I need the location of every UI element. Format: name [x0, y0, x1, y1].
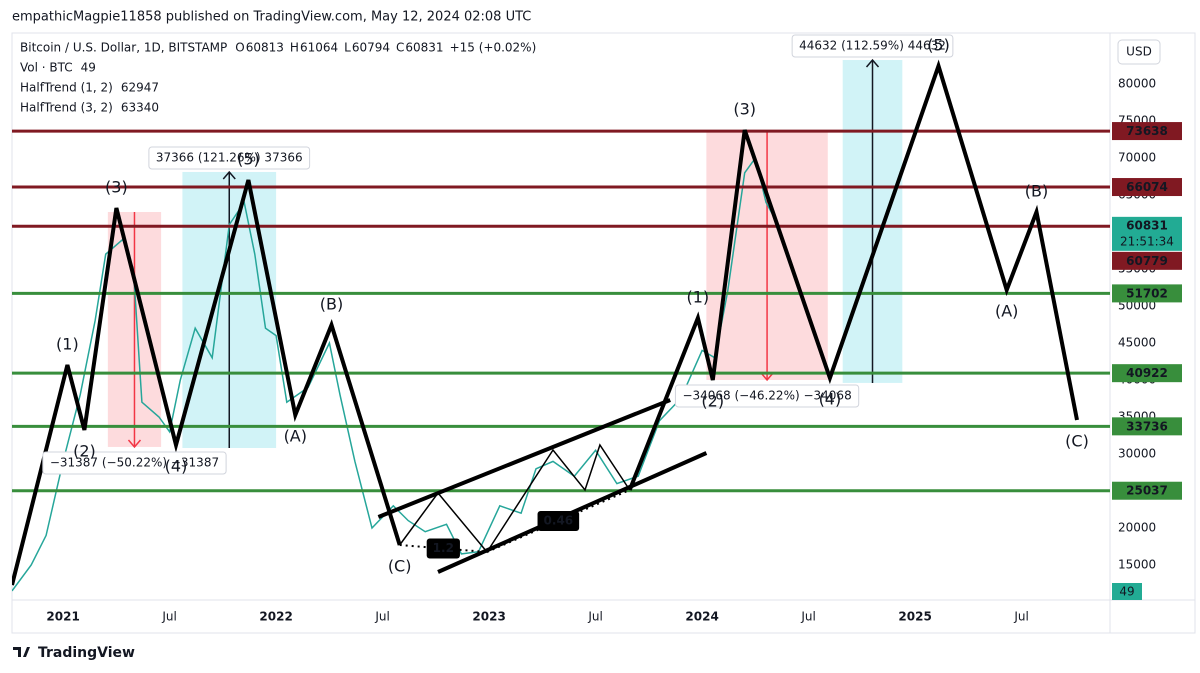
ohlc-value: 60813	[246, 41, 284, 55]
wave-label: (B)	[320, 295, 343, 314]
wave-label: (3)	[105, 178, 128, 197]
y-tick-label: 30000	[1118, 446, 1156, 460]
wave-label: (4)	[819, 389, 842, 408]
x-tick-label: 2022	[259, 610, 292, 624]
countdown: 21:51:34	[1120, 234, 1174, 248]
wave-label: (5)	[237, 149, 260, 168]
volume-box	[1112, 583, 1142, 600]
wave-label: (A)	[995, 302, 1018, 321]
chart-frame	[11, 32, 1196, 634]
level-price-box	[1112, 364, 1182, 383]
ohlc-label: H	[290, 41, 299, 55]
level-price-box	[1112, 481, 1182, 500]
wave-label: (2)	[701, 391, 724, 410]
indicator-name: HalfTrend (1, 2)	[20, 81, 113, 95]
trendline	[486, 489, 631, 553]
level-price-label: 60779	[1126, 254, 1168, 268]
measure-arrowhead	[865, 58, 880, 68]
level-price-box	[1112, 251, 1182, 270]
ohlc-label: O	[235, 41, 244, 55]
measure-arrowhead	[760, 372, 774, 382]
wave-label: (1)	[56, 334, 79, 353]
publisher: empathicMagpie11858 published on Trading…	[12, 10, 531, 25]
measure-label-box	[42, 451, 227, 475]
x-tick-label: Jul	[800, 610, 815, 624]
measure-label: −31387 (−50.22%) −31387	[50, 455, 219, 469]
ratio-label-box	[537, 510, 580, 531]
measure-label: 37366 (121.26%) 37366	[156, 150, 303, 164]
y-tick-label: 70000	[1118, 150, 1156, 164]
wave-label: (A)	[284, 426, 307, 445]
indicator-name: HalfTrend (3, 2)	[20, 101, 113, 115]
wave-label: (2)	[73, 442, 96, 461]
brand: TradingView	[38, 645, 135, 661]
plot-area	[12, 58, 1110, 592]
ohlc-value: 61064	[300, 41, 338, 55]
level-price-box	[1112, 284, 1182, 303]
logo-mark	[13, 647, 30, 657]
wave-line	[627, 59, 1079, 491]
measure-label: −34068 (−46.22%) −34068	[682, 388, 851, 402]
measure-label: 44632 (112.59%) 44632	[799, 39, 946, 53]
symbol-title: Bitcoin / U.S. Dollar, 1D, BITSTAMP	[20, 41, 227, 55]
y-tick-label: 15000	[1118, 557, 1156, 571]
ratio-label: 0.46	[544, 513, 574, 527]
wave-label: (C)	[1065, 431, 1089, 450]
y-tick-label: 45000	[1118, 335, 1156, 349]
measure-label-box	[148, 146, 311, 170]
ohlc-label: L	[344, 41, 351, 55]
trendline	[377, 398, 671, 519]
x-tick-label: 2023	[472, 610, 505, 624]
ratio-label-box	[426, 538, 460, 559]
ohlc-label: C	[396, 41, 404, 55]
currency-button[interactable]	[1117, 39, 1161, 65]
measure-arrowhead	[222, 170, 236, 180]
y-tick-label: 20000	[1118, 520, 1156, 534]
x-tick-label: Jul	[587, 610, 602, 624]
ohlc-value: 60794	[352, 41, 390, 55]
x-tick-label: 2025	[898, 610, 931, 624]
level-price-box	[1112, 122, 1182, 141]
tradingview-logo: TradingView	[13, 645, 135, 661]
wave-label: (5)	[927, 36, 950, 55]
last-price-box	[1112, 216, 1182, 251]
x-tick-label: Jul	[161, 610, 176, 624]
indicator-value: 49	[81, 61, 96, 75]
currency[interactable]: USD	[1126, 45, 1152, 59]
x-tick-label: Jul	[1013, 610, 1028, 624]
level-price-label: 40922	[1126, 366, 1168, 380]
level-price-box	[1112, 178, 1182, 197]
x-tick-label: 2021	[46, 610, 79, 624]
indicator-value: 63340	[121, 101, 159, 115]
level-price-label: 66074	[1126, 180, 1168, 194]
wave-label: (4)	[165, 456, 188, 475]
measure-label-box	[791, 34, 954, 58]
ratio-label: 1.2	[433, 541, 454, 555]
wave-label: (C)	[388, 557, 412, 576]
measure-arrowhead	[127, 439, 142, 449]
volume-label: 49	[1119, 585, 1134, 599]
last-price-label: 60831	[1126, 218, 1168, 232]
indicator-name: Vol · BTC	[20, 61, 73, 75]
x-tick-label: Jul	[374, 610, 389, 624]
ohlc-value: 60831	[405, 41, 443, 55]
indicator-value: 62947	[121, 81, 159, 95]
wave-label: (B)	[1025, 182, 1048, 201]
wave-label: (3)	[733, 100, 756, 119]
level-price-label: 25037	[1126, 484, 1168, 498]
level-price-label: 73638	[1126, 124, 1168, 138]
trendline	[399, 443, 631, 554]
level-price-label: 33736	[1126, 419, 1168, 433]
level-price-label: 51702	[1126, 286, 1168, 300]
wave-label: (1)	[687, 287, 710, 306]
change: +15 (+0.02%)	[450, 41, 537, 55]
measure-label-box	[674, 384, 860, 408]
y-tick-label: 80000	[1118, 76, 1156, 90]
wave-line	[12, 179, 402, 586]
x-tick-label: 2024	[685, 610, 718, 624]
level-price-box	[1112, 417, 1182, 436]
